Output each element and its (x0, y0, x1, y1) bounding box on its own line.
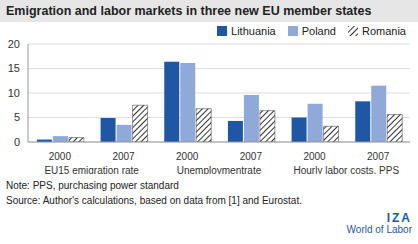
html-text:Emigration and labor markets i: Emigration and labor markets in three ne… (6, 4, 372, 18)
svg-text:0: 0 (14, 136, 20, 148)
svg-text:15: 15 (8, 62, 20, 74)
svg-text:10: 10 (8, 87, 20, 99)
html-text:Lithuania: Lithuania (231, 25, 276, 37)
svg-text:Hourly labor costs, PPS: Hourly labor costs, PPS (294, 165, 400, 174)
svg-text:2007: 2007 (112, 151, 135, 162)
svg-text:EU15 emigration rate: EU15 emigration rate (44, 165, 139, 174)
svg-text:2000: 2000 (176, 151, 199, 162)
svg-text:2000: 2000 (303, 151, 326, 162)
svg-text:5: 5 (14, 111, 20, 123)
html-text:Note: PPS, purchasing power st: Note: PPS, purchasing power standard (6, 180, 179, 191)
html-text:World of Labor: World of Labor (346, 224, 412, 235)
svg-text:2007: 2007 (240, 151, 263, 162)
html-text:Romania: Romania (362, 25, 406, 37)
svg-text:2000: 2000 (49, 151, 72, 162)
svg-text:2007: 2007 (367, 151, 390, 162)
svg-text:20: 20 (8, 38, 20, 50)
html-text:IZA: IZA (386, 211, 412, 225)
svg-text:Unemploymentrate: Unemploymentrate (177, 165, 262, 174)
html-text:Source: Author's calculations,: Source: Author's calculations, based on … (6, 195, 302, 206)
html-text:Poland: Poland (301, 25, 336, 37)
